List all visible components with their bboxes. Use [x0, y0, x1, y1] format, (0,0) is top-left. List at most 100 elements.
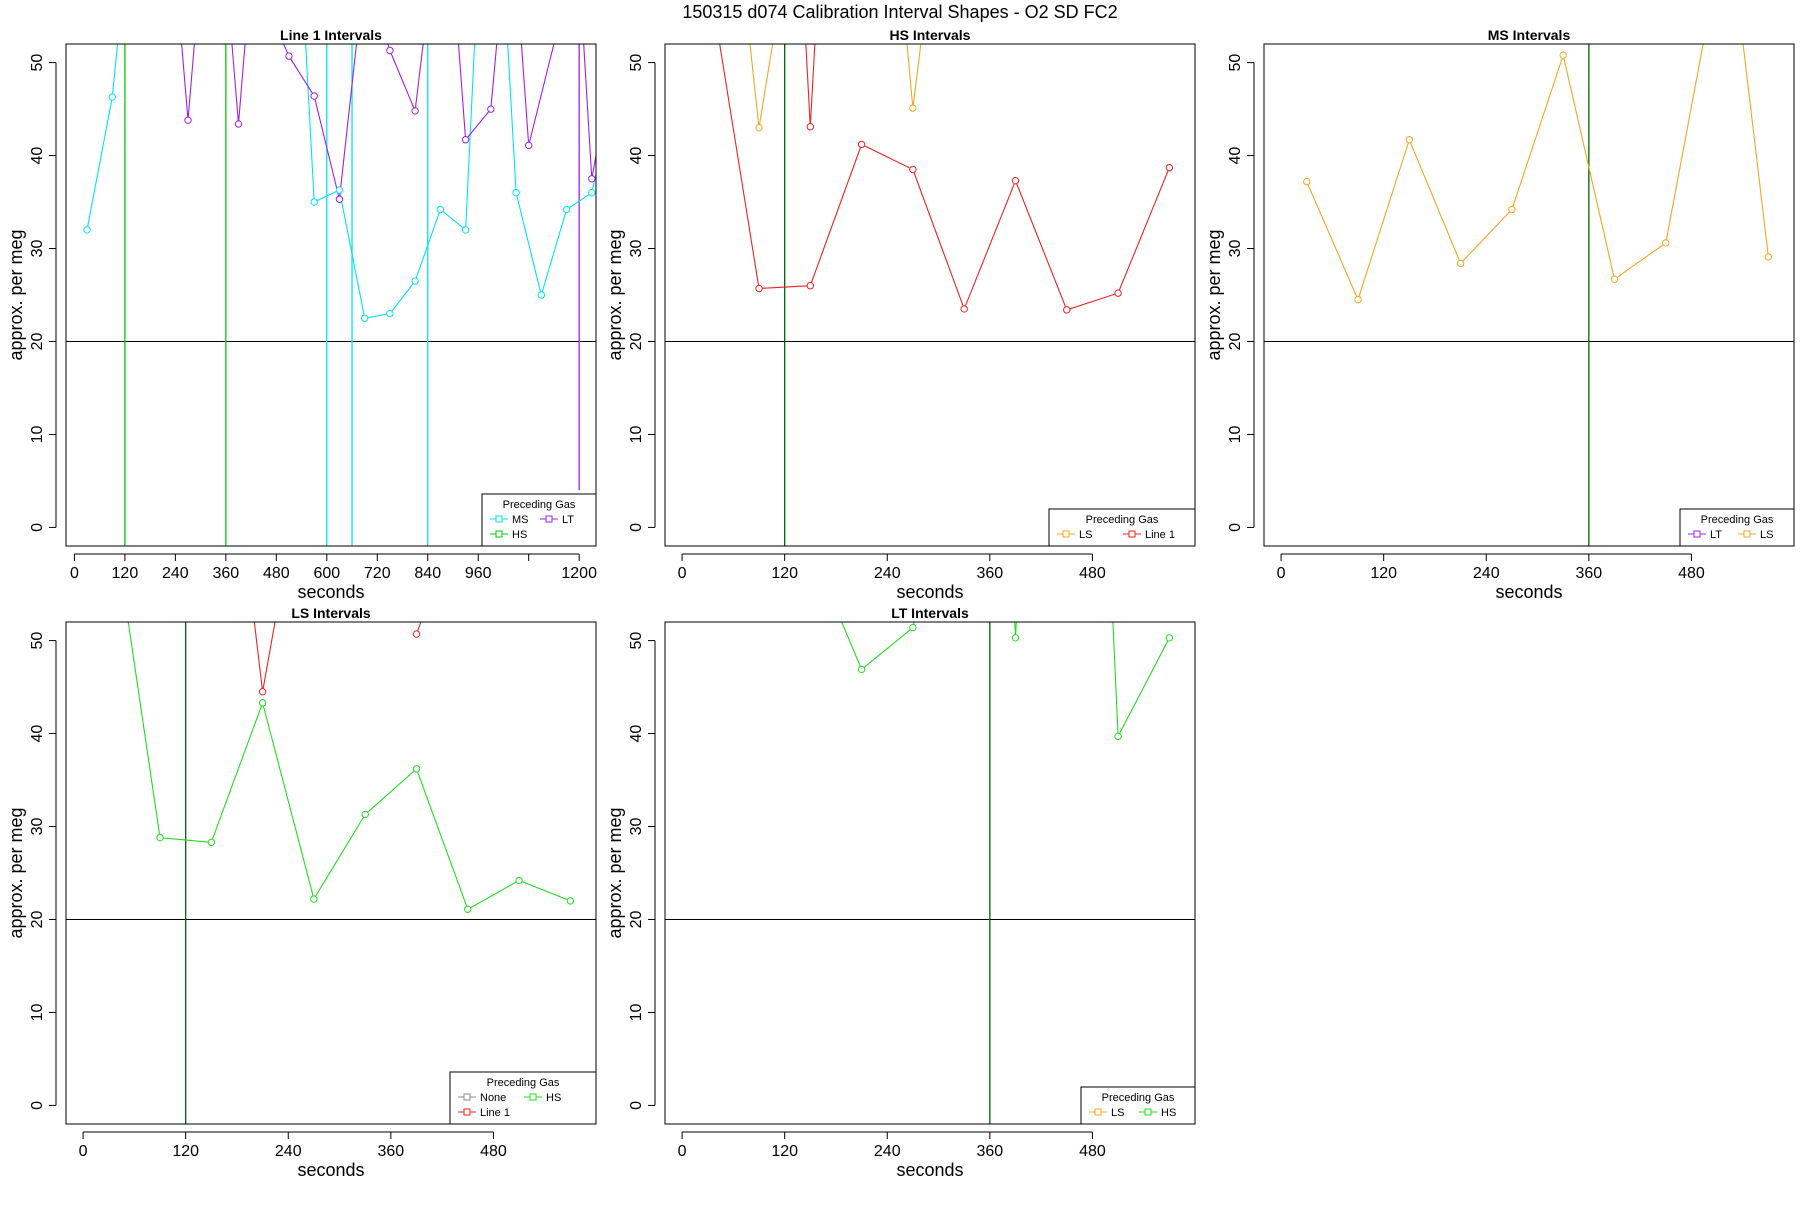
series-line — [1306, 44, 1704, 302]
series-line — [127, 622, 571, 911]
legend-entry-label: LT — [562, 514, 574, 526]
data-point — [258, 699, 267, 707]
data-point — [285, 52, 293, 60]
x-axis-label: seconds — [297, 1160, 364, 1180]
data-point — [1764, 253, 1773, 261]
y-tick-label: 10 — [628, 1003, 645, 1021]
y-tick-label: 10 — [1227, 425, 1244, 443]
y-tick-label: 50 — [1227, 54, 1244, 72]
data-point — [909, 104, 917, 112]
data-point — [184, 116, 192, 124]
data-point — [857, 665, 866, 674]
data-point — [1456, 259, 1465, 268]
y-tick-label: 40 — [1227, 147, 1244, 165]
x-tick-label: 960 — [465, 565, 492, 582]
legend-swatch-marker — [1062, 530, 1070, 538]
x-axis-label: seconds — [896, 582, 963, 602]
legend-box — [1048, 508, 1196, 547]
x-tick-label: 240 — [874, 565, 901, 582]
x-tick-label: 480 — [1079, 565, 1106, 582]
data-point — [1610, 275, 1619, 283]
y-tick-label: 0 — [29, 523, 46, 532]
x-tick-label: 360 — [976, 565, 1003, 582]
data-point — [1303, 177, 1311, 186]
y-tick-label: 40 — [628, 147, 645, 165]
y-tick-label: 30 — [29, 818, 46, 836]
legend-entry-label: Line 1 — [1145, 529, 1175, 541]
x-tick-label: 600 — [313, 565, 340, 582]
data-point — [411, 107, 419, 115]
data-point — [909, 165, 917, 174]
legend-box — [1080, 1086, 1196, 1125]
legend-entry-label: LS — [1760, 529, 1773, 541]
legend-entry-label: HS — [1161, 1107, 1176, 1119]
series-line — [86, 44, 596, 319]
legend-title: Preceding Gas — [1701, 514, 1774, 526]
legend-swatch-marker — [495, 515, 503, 523]
y-tick-label: 20 — [29, 910, 46, 928]
x-tick-label: 240 — [1473, 565, 1500, 582]
y-tick-label: 50 — [29, 632, 46, 650]
data-point — [537, 291, 546, 299]
data-point — [436, 205, 445, 214]
y-tick-label: 40 — [628, 725, 645, 743]
y-tick-label: 10 — [628, 425, 645, 443]
x-tick-label: 360 — [377, 1143, 404, 1160]
plot-area — [66, 44, 596, 546]
legend-entry-label: Line 1 — [480, 1107, 510, 1119]
y-axis-label: approx. per meg — [605, 229, 625, 360]
data-point — [755, 123, 763, 132]
y-tick-label: 30 — [29, 240, 46, 258]
x-tick-label: 120 — [771, 1143, 798, 1160]
data-point — [1165, 634, 1174, 642]
series-line — [1112, 622, 1170, 739]
series-line — [719, 44, 1170, 311]
data-point — [108, 93, 116, 101]
x-tick-label: 480 — [1678, 565, 1705, 582]
x-axis-label: seconds — [896, 1160, 963, 1180]
data-point — [588, 175, 596, 183]
chart-title: LT Intervals — [891, 605, 969, 621]
data-point — [755, 284, 763, 293]
chart-title: MS Intervals — [1488, 27, 1571, 43]
series-line — [1014, 622, 1017, 638]
x-tick-label: 360 — [1575, 565, 1602, 582]
data-point — [310, 92, 318, 100]
plot-area — [1264, 44, 1794, 546]
legend-entry-label: HS — [546, 1092, 561, 1104]
legend-title: Preceding Gas — [1102, 1092, 1175, 1104]
legend: Preceding Gas None HS Line 1 — [449, 1071, 597, 1125]
legend-entry-label: LS — [1111, 1107, 1124, 1119]
y-axis-label: approx. per meg — [6, 229, 26, 360]
data-point — [461, 136, 470, 144]
y-tick-label: 10 — [29, 425, 46, 443]
data-point — [1063, 306, 1071, 314]
legend-entry-label: HS — [512, 529, 527, 541]
series-line — [1742, 44, 1769, 257]
data-point — [386, 46, 394, 55]
chart-panel-1: Line 1 Intervals 0 120 240 360 480 600 720 840 96… — [6, 27, 597, 602]
x-tick-label: 0 — [79, 1143, 88, 1160]
y-axis-label: approx. per meg — [605, 807, 625, 938]
y-tick-label: 0 — [29, 1101, 46, 1110]
chart-panel-4: LS Intervals 0 120 240 360 480 seconds 0 10 20 30 4… — [6, 605, 597, 1180]
data-point — [524, 141, 533, 150]
data-point — [588, 189, 596, 197]
x-tick-label: 360 — [976, 1143, 1003, 1160]
x-axis-label: seconds — [1495, 582, 1562, 602]
chart-title: LS Intervals — [291, 605, 371, 621]
data-point — [806, 282, 815, 290]
plot-frame — [664, 621, 1196, 1125]
y-tick-label: 10 — [29, 1003, 46, 1021]
data-point — [1011, 634, 1020, 642]
x-tick-label: 240 — [874, 1143, 901, 1160]
x-axis-label: seconds — [297, 582, 364, 602]
y-tick-label: 40 — [29, 147, 46, 165]
data-point — [360, 314, 369, 322]
plot-area — [665, 44, 1195, 546]
y-tick-label: 30 — [628, 240, 645, 258]
plot-frame — [664, 43, 1196, 547]
y-tick-label: 0 — [1227, 523, 1244, 532]
